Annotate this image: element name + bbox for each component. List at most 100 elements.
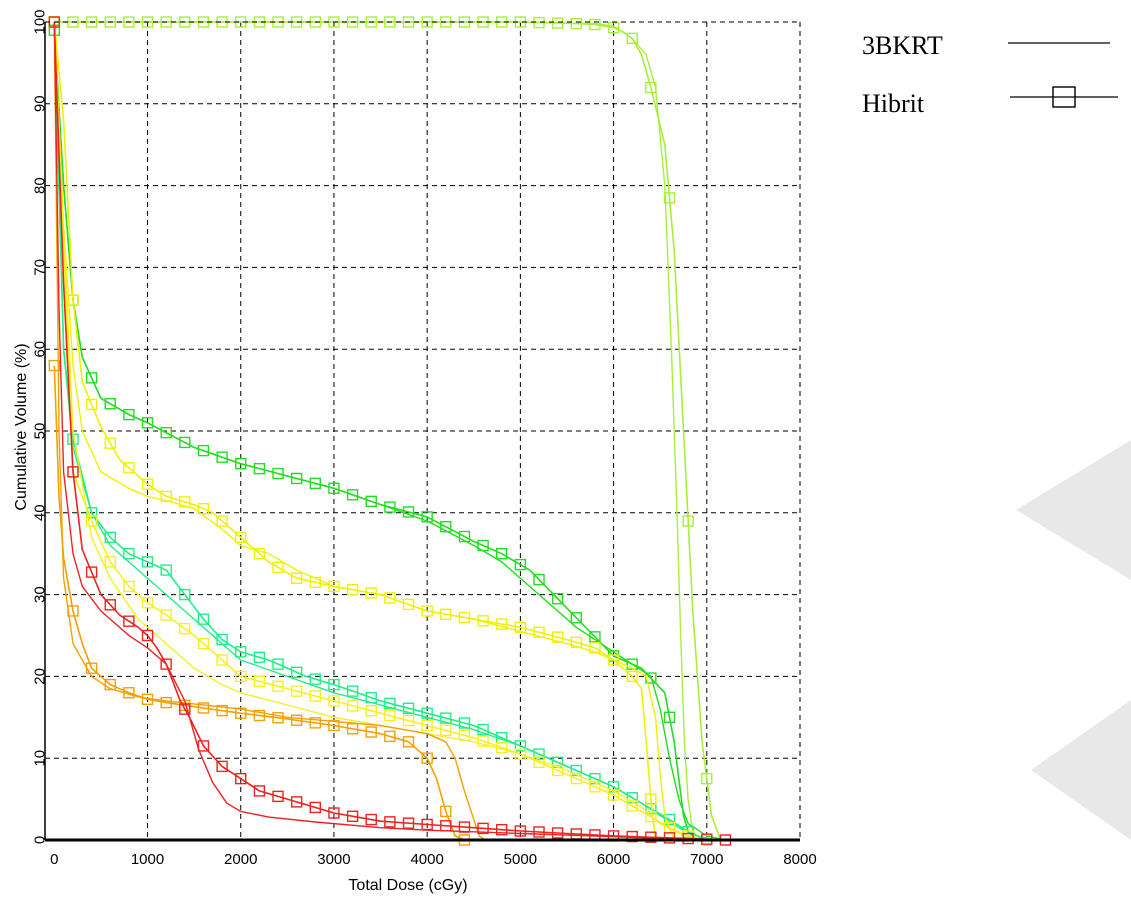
series-marker	[123, 687, 135, 699]
series-0-3bkrt	[54, 21, 703, 841]
series-marker	[85, 662, 98, 674]
series-marker	[607, 22, 620, 34]
series-marker	[346, 16, 359, 28]
series-marker	[421, 707, 433, 719]
series-marker	[421, 511, 433, 523]
series-marker	[589, 631, 601, 643]
series-marker	[551, 827, 564, 839]
series-marker	[645, 831, 657, 843]
series-marker	[440, 521, 452, 533]
series-marker	[141, 693, 154, 706]
series-marker	[663, 711, 676, 723]
series-marker	[477, 723, 489, 736]
series-marker	[458, 611, 471, 624]
series-marker	[290, 685, 303, 697]
series-marker	[589, 781, 601, 793]
series-marker	[104, 556, 116, 568]
series-marker	[328, 482, 340, 494]
series-marker	[160, 696, 172, 709]
series-marker	[179, 588, 191, 601]
series-marker	[216, 451, 228, 463]
series-marker	[477, 735, 489, 747]
series-marker	[384, 697, 396, 710]
series-marker	[663, 192, 676, 204]
series-marker	[570, 764, 582, 777]
series-marker	[421, 818, 433, 831]
series-marker	[328, 580, 340, 593]
series-8-3bkrt	[53, 21, 698, 841]
series-marker	[216, 760, 228, 773]
series-marker	[365, 726, 377, 738]
series-marker	[67, 605, 79, 617]
series-marker	[272, 561, 284, 574]
series-line-0	[54, 21, 703, 841]
series-marker	[514, 748, 527, 760]
series-marker	[197, 740, 210, 752]
x-tick-label: 3000	[317, 851, 350, 868]
y-tick-label: 10	[32, 750, 49, 767]
series-marker	[235, 670, 247, 683]
series-marker	[645, 793, 657, 805]
y-tick-labels: 0 10 20 30 40 50 60 70 80 90 100	[32, 9, 49, 844]
series-marker	[272, 680, 284, 692]
series-marker	[365, 705, 377, 717]
series-marker	[384, 816, 396, 828]
series-marker	[123, 580, 135, 593]
series-marker	[384, 730, 396, 743]
series-marker	[272, 467, 284, 480]
series-marker	[533, 626, 545, 638]
series-line-7	[53, 21, 657, 841]
series-marker	[533, 16, 545, 29]
series-marker	[123, 548, 135, 560]
series-marker	[440, 724, 452, 737]
plot-frame	[44, 21, 801, 842]
series-marker	[421, 719, 433, 732]
series-marker	[141, 16, 154, 28]
legend-label-hibrit: Hibrit	[862, 89, 925, 118]
series-marker	[589, 642, 601, 654]
series-marker	[701, 772, 713, 785]
x-tick-label: 0	[50, 851, 58, 868]
series-marker	[160, 658, 172, 670]
legend: 3BKRT Hibrit	[862, 31, 1118, 118]
series-marker	[477, 822, 489, 835]
series-marker	[290, 714, 303, 726]
series-layer	[48, 16, 735, 846]
series-marker	[402, 506, 415, 518]
series-marker	[626, 670, 638, 683]
series-marker	[141, 556, 154, 568]
series-marker	[104, 599, 116, 611]
series-marker	[216, 515, 228, 527]
series-marker	[589, 772, 601, 785]
watermark-shape	[1016, 440, 1131, 840]
series-marker	[272, 658, 284, 670]
series-marker	[496, 741, 508, 754]
series-marker	[365, 587, 377, 599]
series-13-hibrit	[48, 16, 732, 846]
x-tick-label: 6000	[597, 851, 630, 868]
series-marker	[384, 709, 396, 722]
series-marker	[160, 426, 172, 439]
series-marker	[235, 772, 247, 785]
series-marker	[514, 558, 527, 571]
series-marker	[551, 592, 564, 605]
legend-square-marker	[1052, 86, 1076, 108]
series-marker	[253, 651, 266, 664]
x-tick-label: 5000	[504, 851, 537, 868]
series-marker	[402, 714, 415, 727]
series-marker	[645, 81, 657, 94]
series-line-8	[53, 21, 698, 841]
series-marker	[551, 17, 564, 29]
series-marker	[346, 700, 359, 712]
series-marker	[645, 811, 657, 823]
series-marker	[570, 636, 582, 649]
series-marker	[290, 472, 303, 485]
series-marker	[197, 637, 210, 650]
series-marker	[104, 16, 116, 28]
grid-lines	[45, 21, 801, 840]
series-marker	[346, 583, 359, 596]
series-marker	[440, 805, 452, 818]
series-marker	[402, 16, 415, 28]
series-marker	[626, 800, 638, 812]
